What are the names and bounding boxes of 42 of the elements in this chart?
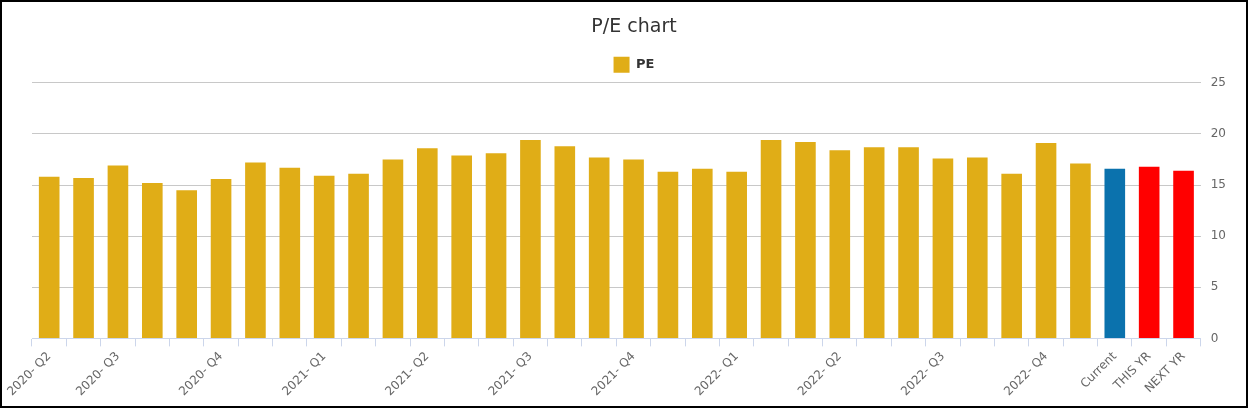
bar (142, 182, 163, 338)
bar (485, 153, 507, 338)
bar (554, 146, 576, 338)
bar (1035, 143, 1057, 338)
bar (1104, 168, 1126, 338)
bar (966, 157, 988, 338)
bar (451, 155, 472, 338)
bar (1001, 173, 1022, 338)
bar (623, 159, 644, 338)
bar (863, 147, 885, 338)
y-tick-label: 15 (1210, 177, 1227, 192)
chart-title: P/E chart (591, 14, 677, 37)
bar (1070, 163, 1091, 338)
y-tick-label: 10 (1210, 228, 1227, 243)
bar (176, 190, 197, 338)
bar (38, 176, 60, 338)
bar (898, 147, 919, 338)
bar (107, 165, 129, 338)
bar (520, 140, 541, 338)
bar (245, 162, 266, 338)
y-tick-label: 0 (1210, 330, 1219, 345)
bar (210, 178, 232, 338)
bar (657, 171, 679, 338)
bar (1173, 170, 1194, 338)
bar (726, 171, 747, 338)
bar (829, 150, 851, 338)
bar (1138, 166, 1160, 338)
legend-label: PE (636, 56, 655, 72)
y-tick-label: 25 (1210, 74, 1227, 89)
bar (416, 148, 438, 338)
bar (313, 175, 335, 338)
bar (279, 167, 301, 338)
bar (760, 140, 782, 338)
bar (382, 159, 404, 338)
bar (588, 157, 610, 338)
y-tick-label: 5 (1210, 279, 1219, 294)
bar (795, 142, 816, 338)
bar (348, 173, 369, 338)
bar (691, 168, 713, 338)
bar (73, 177, 94, 338)
y-tick-label: 20 (1210, 126, 1227, 141)
bar (932, 158, 954, 338)
